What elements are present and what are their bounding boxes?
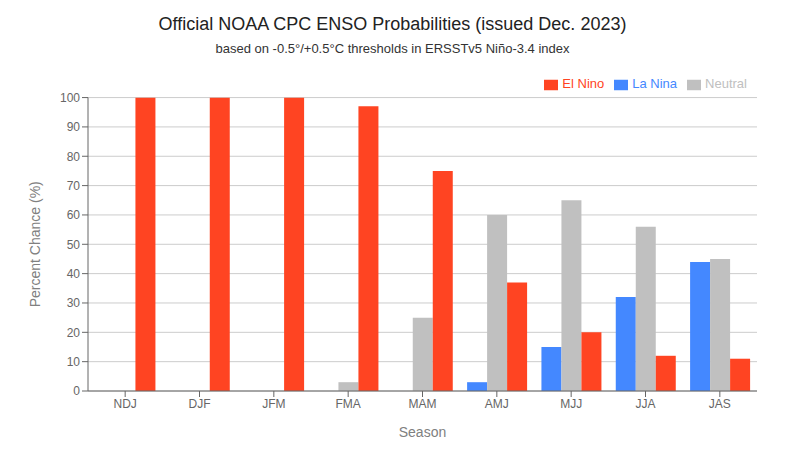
svg-text:60: 60 [67, 208, 81, 222]
svg-text:JFM: JFM [262, 397, 285, 411]
svg-text:Percent Chance (%): Percent Chance (%) [27, 181, 43, 307]
svg-text:0: 0 [73, 384, 80, 398]
svg-text:90: 90 [67, 120, 81, 134]
svg-text:100: 100 [60, 91, 80, 105]
svg-text:10: 10 [67, 355, 81, 369]
html-text:La Nina: La Nina [632, 76, 678, 91]
svg-text:NDJ: NDJ [113, 397, 136, 411]
html-text:Neutral: Neutral [705, 76, 747, 91]
svg-text:30: 30 [67, 296, 81, 310]
svg-text:MJJ: MJJ [560, 397, 582, 411]
svg-text:AMJ: AMJ [485, 397, 509, 411]
svg-text:40: 40 [67, 267, 81, 281]
svg-text:80: 80 [67, 150, 81, 164]
svg-text:JAS: JAS [709, 397, 731, 411]
svg-text:50: 50 [67, 238, 81, 252]
svg-text:JJA: JJA [635, 397, 655, 411]
html-text:based on -0.5°/+0.5°C threshol: based on -0.5°/+0.5°C thresholds in ERSS… [215, 41, 570, 56]
svg-text:Season: Season [399, 424, 446, 440]
svg-text:FMA: FMA [335, 397, 360, 411]
html-text:El Nino: El Nino [562, 76, 605, 91]
svg-text:20: 20 [67, 326, 81, 340]
svg-text:70: 70 [67, 179, 81, 193]
html-text:Official NOAA CPC ENSO Probabi: Official NOAA CPC ENSO Probabilities (is… [158, 14, 627, 34]
svg-text:DJF: DJF [189, 397, 211, 411]
svg-text:MAM: MAM [409, 397, 437, 411]
